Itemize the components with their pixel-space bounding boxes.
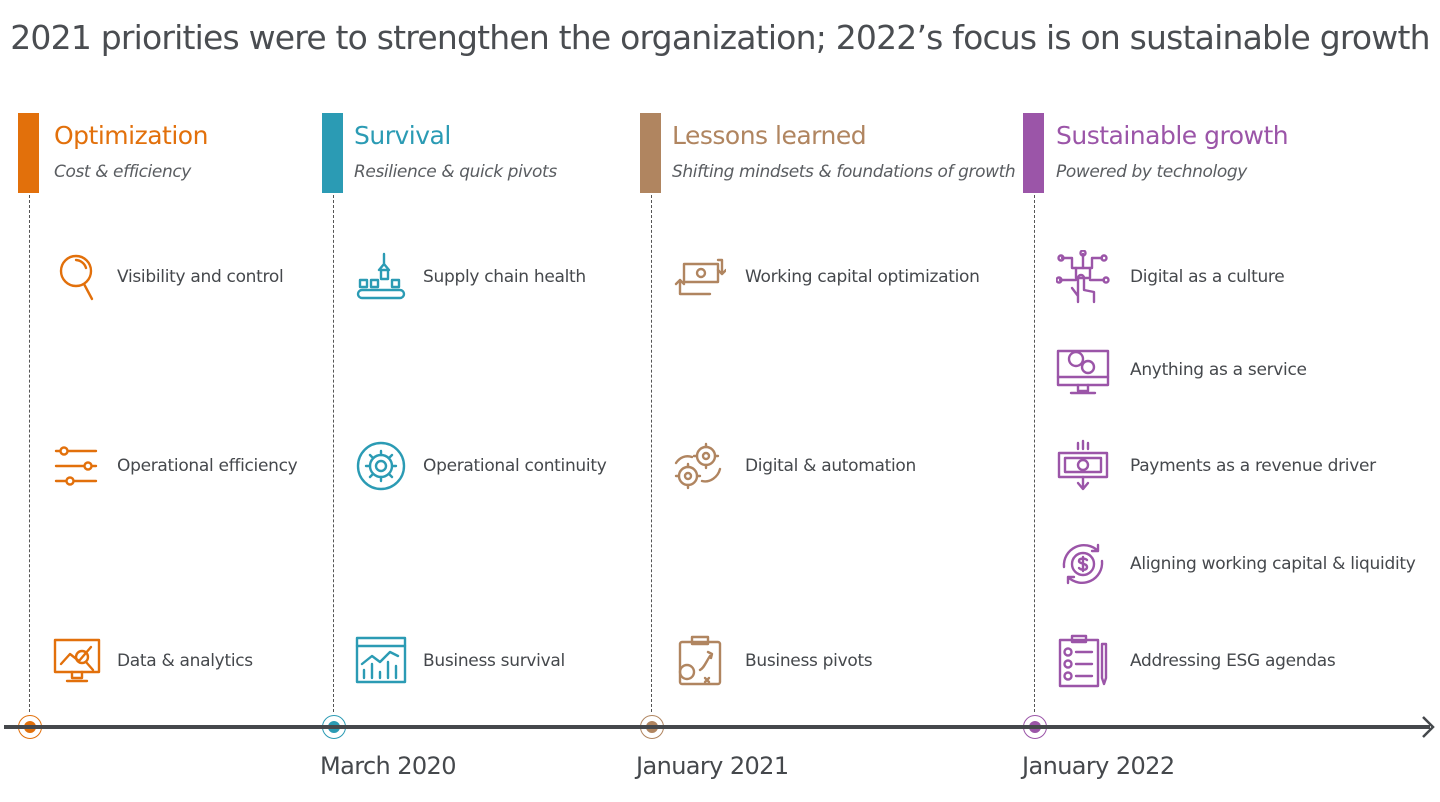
priority-item: Business survival — [423, 651, 565, 671]
phase-subtitle: Shifting mindsets & foundations of growt… — [672, 162, 1016, 182]
priority-item: Business pivots — [745, 651, 873, 671]
priority-item: Anything as a service — [1130, 360, 1307, 380]
phase-bar-lessons-learned — [640, 113, 661, 193]
dashboard-chart-icon — [354, 634, 408, 688]
priority-item: Digital as a culture — [1130, 267, 1285, 287]
priority-item: Digital & automation — [745, 456, 916, 476]
monitor-gears-icon — [1056, 343, 1110, 397]
phase-bar-sustainable-growth — [1023, 113, 1044, 193]
priority-item: Addressing ESG agendas — [1130, 651, 1336, 671]
priority-item: Operational continuity — [423, 456, 607, 476]
gear-cycle-icon — [354, 439, 408, 493]
phase-heading: Lessons learned — [672, 121, 867, 150]
phase-divider — [333, 195, 334, 712]
phase-divider — [1034, 195, 1035, 712]
timeline-date: January 2021 — [636, 752, 789, 780]
timeline-date: January 2022 — [1022, 752, 1175, 780]
timeline-date: March 2020 — [320, 752, 456, 780]
sliders-icon — [52, 439, 106, 493]
gears-icon — [672, 439, 726, 493]
analytics-monitor-icon — [52, 634, 106, 688]
priority-item: Operational efficiency — [117, 456, 298, 476]
phase-bar-survival — [322, 113, 343, 193]
priority-item: Payments as a revenue driver — [1130, 456, 1376, 476]
priority-item: Visibility and control — [117, 267, 284, 287]
digital-hand-icon — [1055, 249, 1110, 304]
cash-cycle-icon — [672, 250, 728, 304]
timeline-axis — [4, 725, 1430, 729]
phase-divider — [29, 195, 30, 712]
timeline-arrow-icon — [1422, 716, 1435, 738]
dollar-cycle-icon — [1056, 537, 1110, 591]
conveyor-icon — [354, 250, 408, 304]
phase-bar-optimization — [18, 113, 39, 193]
phase-heading: Optimization — [54, 121, 208, 150]
phase-subtitle: Powered by technology — [1056, 162, 1247, 182]
phase-subtitle: Cost & efficiency — [54, 162, 191, 182]
phase-heading: Survival — [354, 121, 451, 150]
page-title: 2021 priorities were to strengthen the o… — [10, 18, 1430, 57]
priority-item: Data & analytics — [117, 651, 253, 671]
payment-bill-icon — [1056, 439, 1110, 493]
priority-item: Aligning working capital & liquidity — [1130, 554, 1416, 574]
priority-item: Working capital optimization — [745, 267, 980, 287]
phase-heading: Sustainable growth — [1056, 121, 1289, 150]
priority-item: Supply chain health — [423, 267, 586, 287]
magnifier-icon — [52, 250, 106, 304]
phase-subtitle: Resilience & quick pivots — [354, 162, 557, 182]
strategy-clipboard-icon — [672, 634, 726, 688]
phase-divider — [651, 195, 652, 712]
checklist-icon — [1056, 634, 1110, 688]
